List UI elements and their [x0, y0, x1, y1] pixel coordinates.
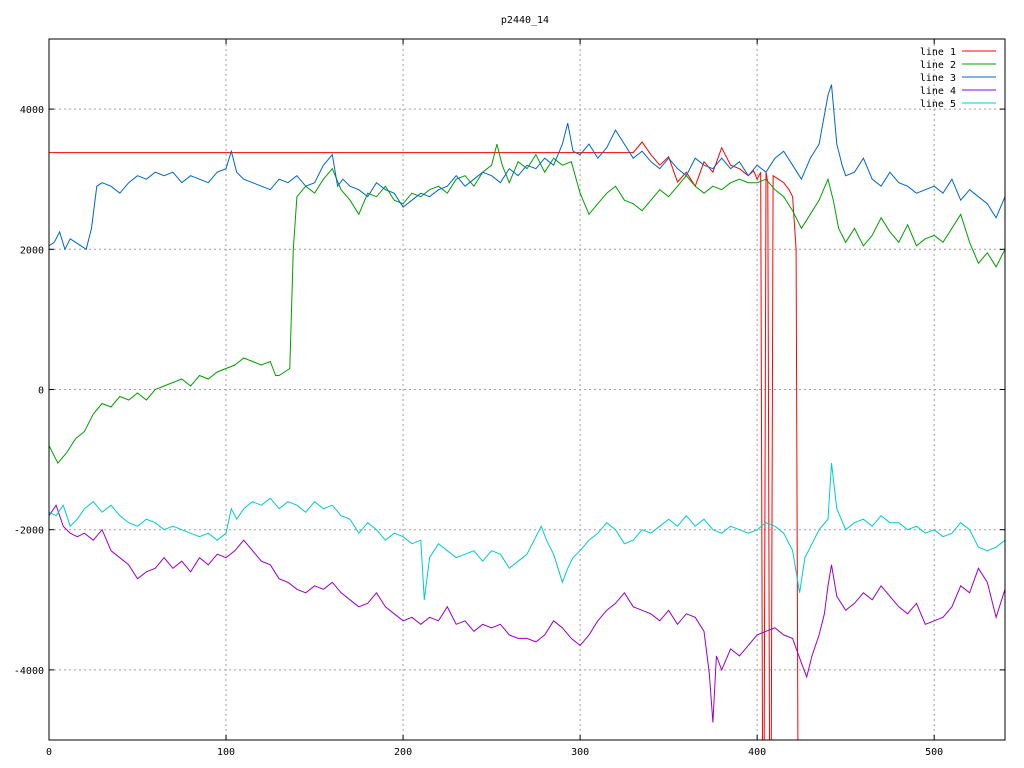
series-lines — [49, 84, 1005, 740]
legend-label: line 2 — [920, 60, 956, 71]
y-tick-label: 2000 — [20, 245, 44, 256]
legend-label: line 1 — [920, 47, 956, 58]
series-line-1 — [49, 141, 799, 740]
x-tick-label: 300 — [571, 747, 589, 758]
axis-ticks: 0 100 200 300 400 500 -4000 -2000 0 2000 4000 — [14, 39, 1005, 758]
grid-lines — [49, 39, 1005, 740]
legend: line 1 line 2 line 3 line 4 line 5 — [920, 47, 996, 110]
plot-frame — [48, 38, 1006, 741]
series-line-4 — [49, 504, 1005, 723]
y-tick-label: -4000 — [14, 666, 44, 677]
series-line-2 — [49, 143, 1005, 465]
y-tick-label: 4000 — [20, 105, 44, 116]
x-tick-label: 200 — [394, 747, 412, 758]
y-tick-label: 0 — [38, 386, 44, 397]
y-tick-label: -2000 — [14, 526, 44, 537]
x-tick-label: 100 — [217, 747, 235, 758]
series-line-5 — [49, 463, 1005, 600]
chart-title: p2440_14 — [501, 15, 549, 26]
series-line-3 — [49, 84, 1005, 251]
legend-label: line 5 — [920, 99, 956, 110]
x-tick-label: 0 — [46, 747, 52, 758]
legend-label: line 3 — [920, 73, 956, 84]
legend-label: line 4 — [920, 86, 956, 97]
x-tick-label: 400 — [748, 747, 766, 758]
x-tick-label: 500 — [925, 747, 943, 758]
